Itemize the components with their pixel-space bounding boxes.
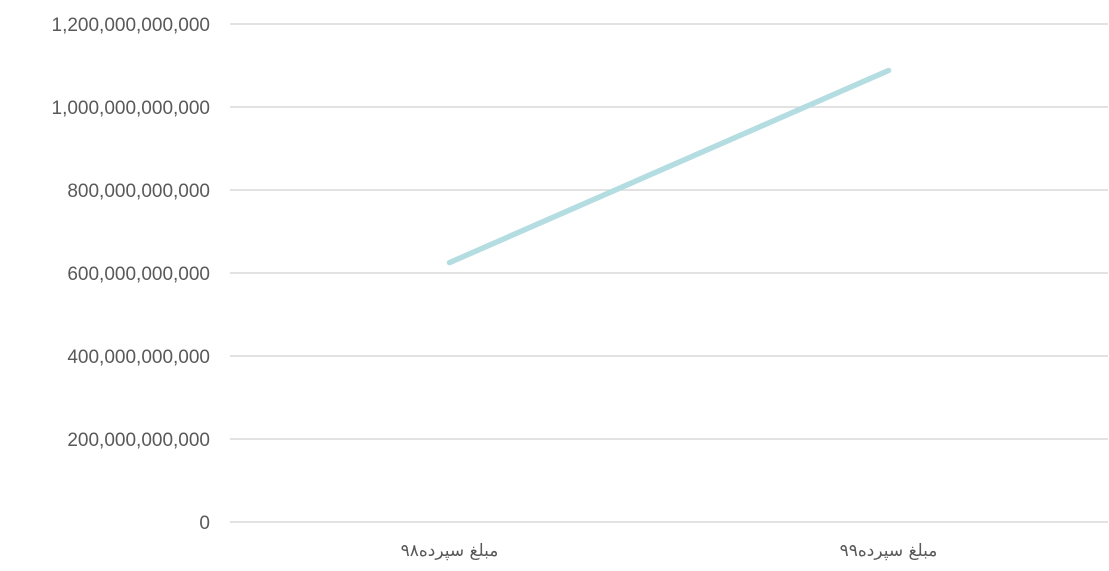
y-axis-ticks: 0 200,000,000,000 400,000,000,000 600,000,0… — [52, 15, 211, 534]
y-tick-label: 400,000,000,000 — [67, 347, 210, 368]
series-line — [450, 70, 889, 262]
gridlines — [230, 24, 1108, 522]
x-axis-ticks: مبلغ سپرده۹۸ مبلغ سپرده۹۹ — [401, 541, 938, 561]
y-tick-label: 800,000,000,000 — [67, 181, 210, 202]
y-tick-label: 1,200,000,000,000 — [52, 15, 211, 36]
x-tick-label: مبلغ سپرده۹۹ — [840, 541, 938, 561]
y-tick-label: 1,000,000,000,000 — [52, 98, 211, 119]
series-layer — [449, 70, 888, 262]
y-tick-label: 0 — [199, 513, 210, 534]
y-tick-label: 600,000,000,000 — [67, 264, 210, 285]
y-tick-label: 200,000,000,000 — [67, 430, 210, 451]
x-tick-label: مبلغ سپرده۹۸ — [401, 541, 499, 561]
